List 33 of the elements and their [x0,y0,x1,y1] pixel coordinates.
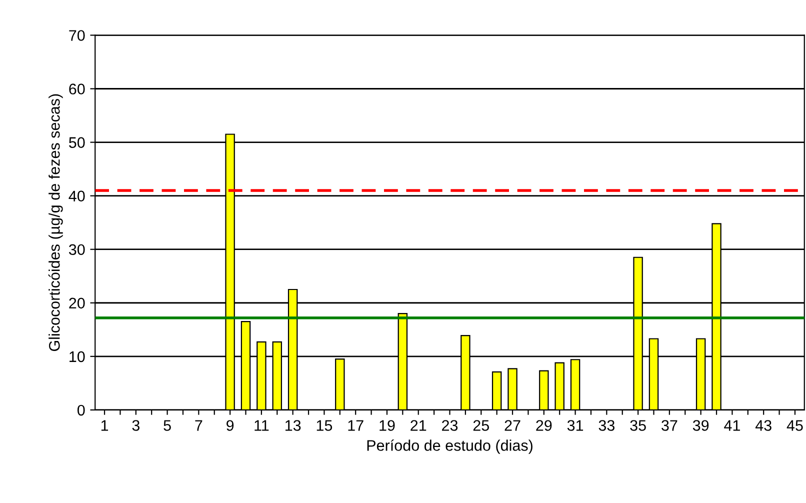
x-tick-label: 11 [254,420,269,431]
y-tick-label: 0 [77,404,85,416]
x-tick-label: 9 [226,420,234,431]
x-tick-label: 15 [316,420,332,431]
x-tick-label: 25 [473,420,489,431]
x-tick-label: 3 [132,420,140,431]
x-tick-label: 5 [164,420,171,431]
x-tick-label: 19 [380,420,395,431]
x-tick-label: 7 [195,420,202,431]
y-tick-label: 50 [69,137,85,148]
x-tick-label: 37 [662,420,678,431]
y-axis-title: Glicocorticóides (µg/g de fezes secas) [48,94,63,352]
x-tick-label: 27 [504,420,520,431]
x-tick-label: 33 [598,420,614,431]
x-tick-label: 43 [755,420,772,431]
x-tick-label: 17 [348,420,364,431]
x-tick-label: 35 [630,420,646,431]
x-tick-label: 21 [410,420,426,431]
y-tick-label: 40 [68,190,85,202]
x-axis-title: Período de estudo (dias) [367,439,532,454]
x-tick-label: 39 [692,420,709,431]
x-tick-label: 13 [285,420,301,431]
x-tick-label: 23 [442,420,458,431]
x-tick-label: 1 [101,420,108,431]
y-tick-label: 30 [68,244,85,256]
y-tick-label: 20 [69,298,85,309]
x-tick-label: 29 [536,420,552,431]
x-tick-label: 31 [567,420,584,431]
y-tick-label: 70 [69,30,85,41]
y-tick-label: 60 [69,84,85,94]
y-tick-label: 10 [70,351,85,362]
x-tick-label: 45 [786,420,803,431]
x-tick-label: 41 [724,420,740,431]
